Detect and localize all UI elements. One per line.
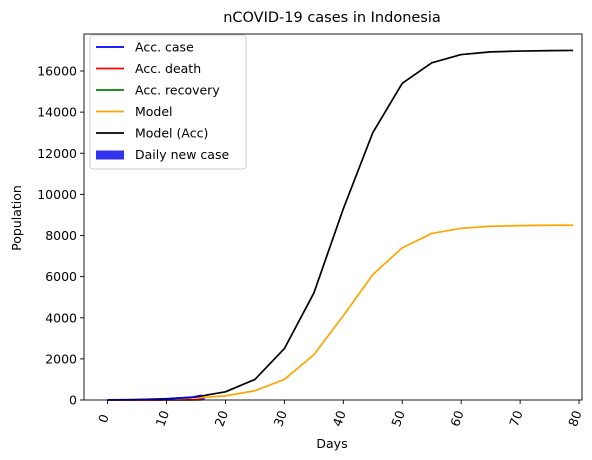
y-tick-label: 2000 <box>45 351 77 366</box>
x-tick-label: 10 <box>153 408 173 428</box>
x-tick-label: 0 <box>95 412 112 425</box>
y-tick-label: 16000 <box>37 64 77 79</box>
y-axis-label: Population <box>9 185 24 251</box>
legend-label: Acc. death <box>135 61 201 76</box>
legend-label: Daily new case <box>135 147 229 162</box>
legend-item-acc-death: Acc. death <box>96 61 201 76</box>
legend-item-acc-recovery: Acc. recovery <box>96 83 220 98</box>
legend-label: Acc. case <box>135 40 194 55</box>
legend-item-acc-case: Acc. case <box>96 40 194 55</box>
x-tick-label: 70 <box>506 408 526 428</box>
legend-swatch <box>96 150 124 160</box>
x-tick-label: 40 <box>329 408 349 428</box>
axes: 0 2000 4000 6000 8000 10000 12000 14000 16000 0 10… <box>37 33 585 428</box>
axes-frame <box>83 33 583 401</box>
y-tick-label: 8000 <box>45 228 77 243</box>
y-tick-label: 10000 <box>37 187 77 202</box>
x-axis-label: Days <box>316 436 347 451</box>
y-tick-label: 0 <box>69 393 77 408</box>
legend: Acc. case Acc. death Acc. recovery Model Mod… <box>89 34 247 170</box>
y-tick-label: 6000 <box>45 269 77 284</box>
x-tick-label: 30 <box>270 408 290 428</box>
legend-label: Model (Acc) <box>135 126 208 141</box>
legend-item-model-acc: Model (Acc) <box>96 126 208 141</box>
y-tick-label: 12000 <box>37 146 77 161</box>
legend-label: Acc. recovery <box>135 83 220 98</box>
y-tick-label: 14000 <box>37 105 77 120</box>
bar <box>198 397 205 400</box>
x-tick-label: 60 <box>447 408 467 428</box>
legend-label: Model <box>135 104 173 119</box>
legend-item-model: Model <box>96 104 173 119</box>
x-tick-label: 80 <box>565 408 585 428</box>
y-tick-label: 4000 <box>45 310 77 325</box>
legend-item-daily-new-case: Daily new case <box>96 147 229 162</box>
x-tick-label: 20 <box>211 408 231 428</box>
legend-box <box>89 34 247 170</box>
chart-title: nCOVID-19 cases in Indonesia <box>223 10 441 26</box>
x-tick-label: 50 <box>388 408 408 428</box>
